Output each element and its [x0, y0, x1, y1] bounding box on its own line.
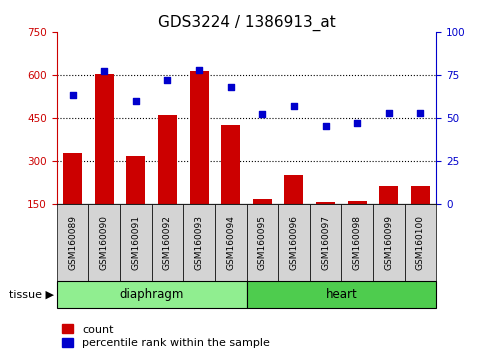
Text: diaphragm: diaphragm [119, 288, 184, 301]
Point [321, 124, 329, 129]
Text: GSM160098: GSM160098 [352, 215, 362, 270]
Bar [189, 72, 209, 204]
Text: GSM160092: GSM160092 [163, 215, 172, 270]
Point [290, 103, 298, 109]
Bar [63, 154, 82, 204]
Point [69, 92, 76, 98]
Text: GSM160096: GSM160096 [289, 215, 298, 270]
Text: tissue ▶: tissue ▶ [9, 290, 54, 300]
Point [100, 69, 108, 74]
Bar [95, 74, 113, 204]
Bar [284, 175, 304, 204]
Bar [411, 186, 430, 204]
Point [385, 110, 393, 115]
Bar [221, 125, 240, 204]
Bar [380, 186, 398, 204]
Text: heart: heart [325, 288, 357, 301]
Point [417, 110, 424, 115]
Text: GSM160095: GSM160095 [258, 215, 267, 270]
Title: GDS3224 / 1386913_at: GDS3224 / 1386913_at [158, 14, 335, 30]
Point [227, 84, 235, 90]
Bar [253, 199, 272, 204]
Text: GSM160100: GSM160100 [416, 215, 425, 270]
Text: GSM160099: GSM160099 [385, 215, 393, 270]
Text: GSM160090: GSM160090 [100, 215, 108, 270]
Point [195, 67, 203, 73]
Bar [126, 156, 145, 204]
Text: GSM160091: GSM160091 [131, 215, 141, 270]
Legend: count, percentile rank within the sample: count, percentile rank within the sample [62, 324, 270, 348]
Text: GSM160093: GSM160093 [195, 215, 204, 270]
Point [258, 112, 266, 117]
Bar [348, 201, 367, 204]
Bar [158, 115, 177, 204]
Text: GSM160094: GSM160094 [226, 215, 235, 270]
Point [132, 98, 140, 103]
Point [353, 120, 361, 126]
Point [164, 77, 172, 83]
Bar [316, 202, 335, 204]
Text: GSM160089: GSM160089 [68, 215, 77, 270]
Text: GSM160097: GSM160097 [321, 215, 330, 270]
